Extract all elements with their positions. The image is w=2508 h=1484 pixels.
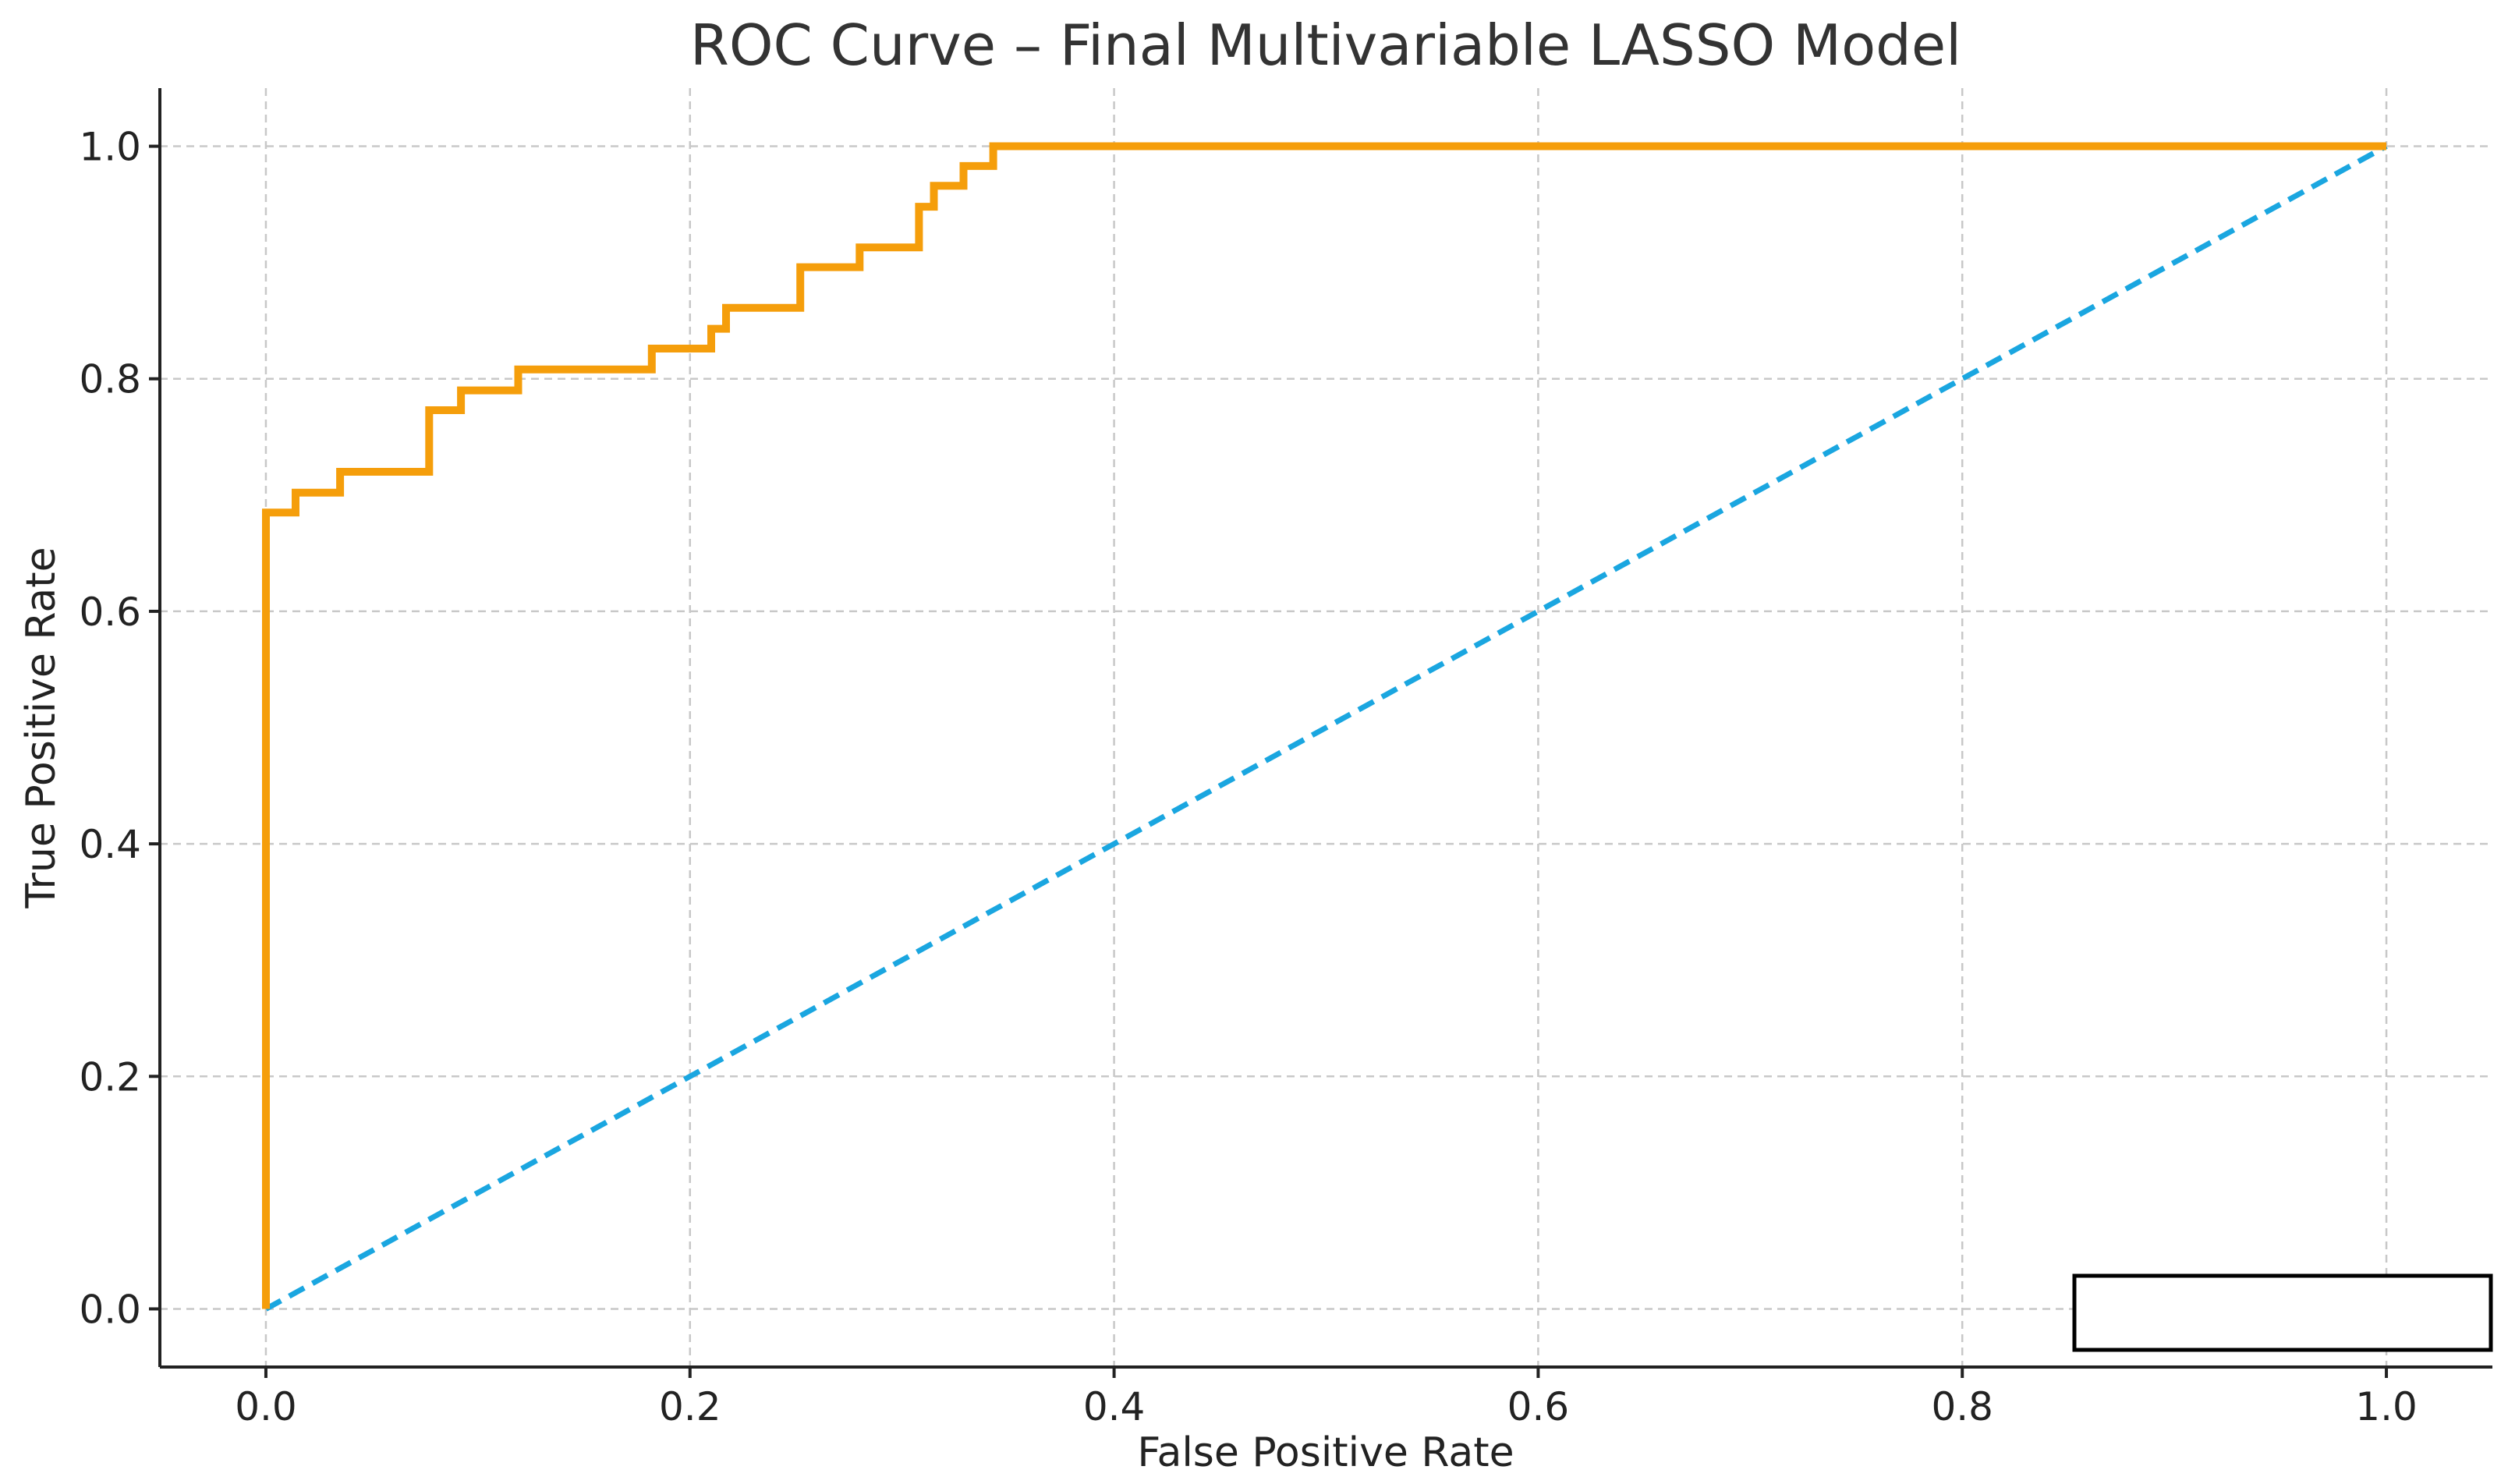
x-tick-label: 0.4 [1083,1384,1146,1429]
y-tick-label: 0.2 [79,1054,141,1100]
x-tick-label: 1.0 [2355,1384,2418,1429]
chance-diagonal-line [264,143,2388,1312]
y-tick-label: 1.0 [79,125,141,170]
x-tick-label: 0.8 [1931,1384,1993,1429]
grid-lines [160,88,2492,1367]
y-axis-label: True Positive Rate [18,547,65,908]
legend-box [2072,1273,2493,1352]
x-axis-label: False Positive Rate [1137,1429,1514,1476]
y-tick-label: 0.4 [79,822,141,867]
y-tick-label: 0.0 [79,1287,141,1332]
y-tick-label: 0.8 [79,357,141,402]
axes [158,88,2492,1369]
chart-title: ROC Curve – Final Multivariable LASSO Mo… [690,12,1961,78]
ticks: 0.0 0.2 0.4 0.6 0.8 1.0 0.0 0.2 0.4 0.6 0.8 1.0 [79,125,2417,1429]
y-tick-label: 0.6 [79,590,141,635]
x-tick-label: 0.6 [1507,1384,1570,1429]
series-group [262,142,2388,1312]
x-tick-label: 0.2 [659,1384,721,1429]
x-tick-label: 0.0 [235,1384,297,1429]
roc-curve-line [262,142,2386,1309]
